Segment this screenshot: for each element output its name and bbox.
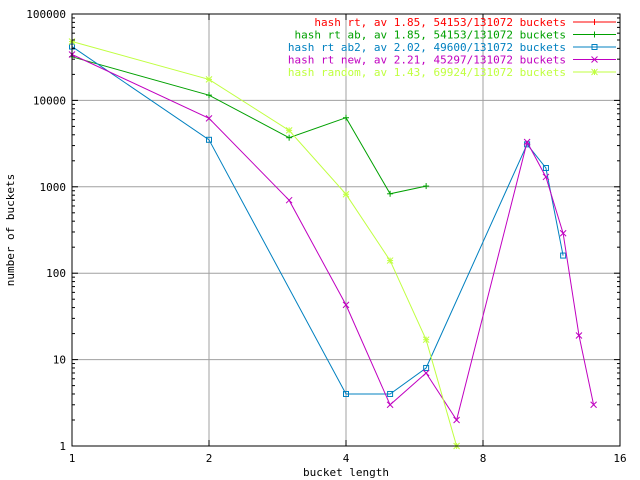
series-4-point [386,401,394,409]
grid-lines [72,14,620,446]
series-5-point [285,127,293,134]
series-5 [68,38,460,450]
series-2-point [286,134,293,141]
series-4-point [575,332,583,339]
series-4-point [453,416,460,424]
y-tick-label: 1 [59,440,66,453]
legend-entry-3: hash rt ab2, av 2.02, 49600/131072 bucke… [288,41,566,54]
series-4-point [205,114,213,122]
series-4-point [523,138,531,146]
legend-entry-4: hash rt new, av 2.21, 45297/131072 bucke… [288,54,566,67]
y-tick-label: 100000 [26,8,66,21]
series-4-point [590,401,597,409]
series-3-point [542,165,549,172]
series-4-point [285,196,293,204]
series-4-line [71,54,595,422]
series-3-point [423,364,430,371]
legend-marker-5 [591,68,598,76]
x-axis-label: bucket length [303,466,389,479]
legend-entry-2: hash rt ab, av 1.85, 54153/131072 bucket… [294,29,566,42]
series-3-point [560,252,567,259]
series-3-line [71,46,564,395]
series-2-point [343,114,349,121]
series-4-point [559,229,567,237]
legend-marker-2 [591,31,598,38]
series-2-point [423,183,430,190]
legend-entry-1: hash rt, av 1.85, 54153/131072 buckets [314,16,566,29]
series-5-point [205,76,213,83]
series-5-point [422,336,430,344]
legend-marker-1 [591,19,598,25]
x-tick-label: 16 [613,452,626,465]
series-2-point [387,190,394,197]
y-tick-label: 1000 [40,181,67,194]
series-3-point [206,136,212,143]
series-2-line [71,56,427,195]
legend-entry-5: hash random, av 1.43, 69924/131072 bucke… [288,66,566,79]
legend-marker-3 [591,44,598,50]
x-tick-label: 1 [69,452,76,465]
series-5-point [386,257,394,264]
series-4 [68,51,597,424]
legend: hash rt, av 1.85, 54153/131072 bucketsha… [288,16,616,79]
x-tick-label: 4 [343,452,350,465]
series-4-point [422,369,430,377]
series-2-point [206,92,212,99]
series-4-point [542,173,550,181]
x-tick-label: 8 [480,452,487,465]
series-3-point [387,390,394,397]
y-tick-label: 10 [53,354,66,367]
series-5-point [342,190,350,198]
y-axis-label: number of buckets [4,174,17,287]
y-tick-label: 100 [46,267,66,280]
x-tick-label: 2 [206,452,213,465]
y-tick-label: 10000 [33,94,66,107]
legend-marker-4 [591,56,598,63]
axis-ticks: 1 2 4 8 16 1 10 100 1000 10000 100000 [26,8,626,465]
series-4-point [342,301,350,309]
series-3-point [343,390,349,397]
series-3 [69,43,567,397]
